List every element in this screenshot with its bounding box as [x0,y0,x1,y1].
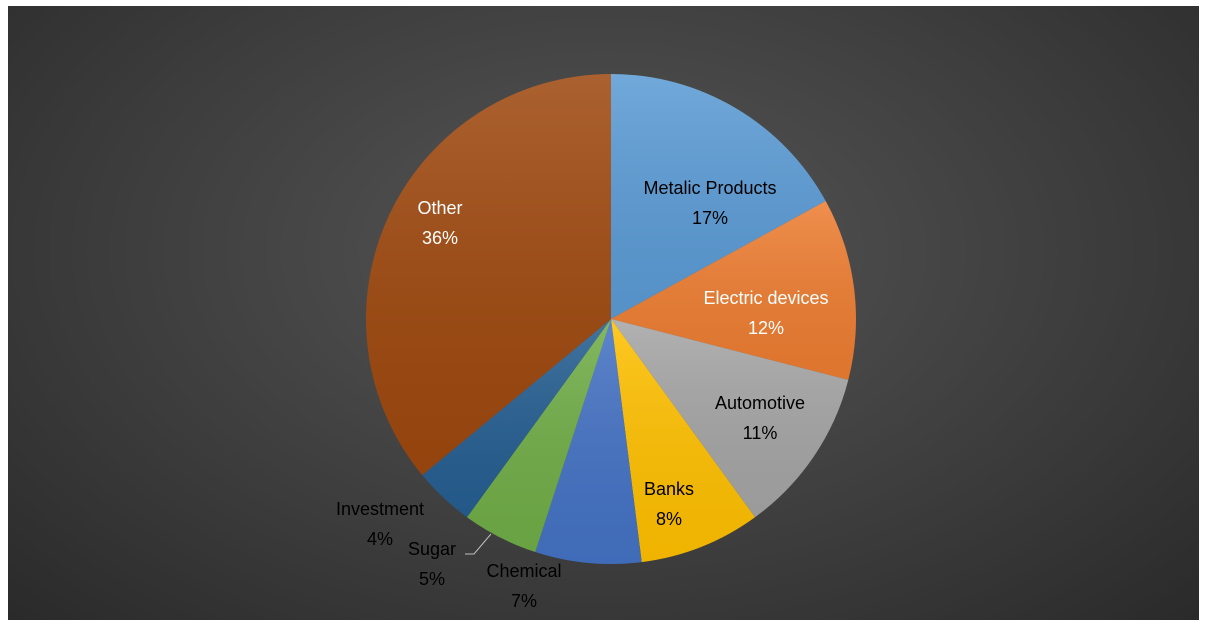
label-percent-investment: 4% [367,529,393,549]
label-chemical: Chemical 7% [486,561,561,611]
label-banks: Banks 8% [644,479,694,529]
slice-shade-sugar [466,319,611,553]
pie-slices [365,73,856,565]
slice-shade-electric-devices [611,200,856,380]
label-name-electric-devices: Electric devices [703,288,828,308]
label-other: Other 36% [417,198,462,248]
slice-shade-investment [422,319,611,518]
label-percent-metalic-products: 17% [692,208,728,228]
label-sugar: Sugar 5% [408,539,456,589]
pie-chart: Metalic Products 17% Electric devices 12% Au… [336,73,856,611]
label-percent-electric-devices: 12% [748,318,784,338]
label-percent-automotive: 11% [743,423,778,443]
label-percent-sugar: 5% [419,569,445,589]
slice-shade-metalic-products [611,73,826,319]
label-automotive: Automotive 11% [715,393,805,443]
label-metalic-products: Metalic Products 17% [643,178,776,228]
label-percent-chemical: 7% [511,591,537,611]
leader-lines [465,533,492,555]
leader-line-sugar [465,533,492,555]
chart-area: Metalic Products 17% Electric devices 12% Au… [8,6,1199,620]
label-name-other: Other [417,198,462,218]
label-name-investment: Investment [336,499,424,519]
slice-shade-chemical [535,319,642,565]
label-name-metalic-products: Metalic Products [643,178,776,198]
label-percent-banks: 8% [656,509,682,529]
slice-shade-other [365,74,611,476]
label-name-automotive: Automotive [715,393,805,413]
label-electric-devices: Electric devices 12% [703,288,828,338]
label-name-sugar: Sugar [408,539,456,559]
pie-labels: Metalic Products 17% Electric devices 12% Au… [336,178,829,611]
label-percent-other: 36% [422,228,458,248]
label-name-chemical: Chemical [486,561,561,581]
label-name-banks: Banks [644,479,694,499]
label-investment: Investment 4% [336,499,424,549]
slice-shade-automotive [611,319,849,518]
slice-shade-banks [611,319,756,563]
